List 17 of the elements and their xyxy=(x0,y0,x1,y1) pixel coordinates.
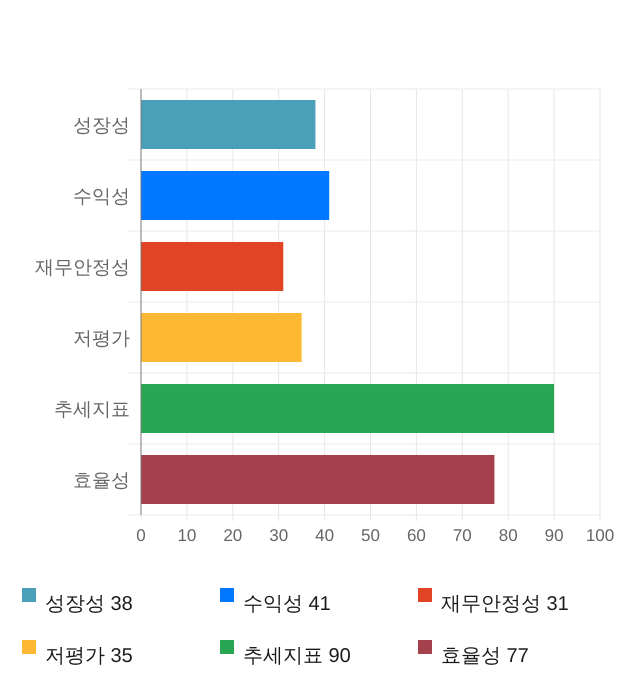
y-tick-label: 수익성 xyxy=(73,186,130,208)
x-tick-label: 100 xyxy=(586,526,614,545)
x-tick-label: 80 xyxy=(498,526,518,545)
x-tick-label: 50 xyxy=(361,526,380,545)
y-tick-label: 효율성 xyxy=(73,470,130,492)
x-tick-label: 0 xyxy=(136,526,146,545)
x-tick-label: 70 xyxy=(452,526,472,545)
y-tick-label: 저평가 xyxy=(73,328,130,350)
x-tick-label: 20 xyxy=(223,526,242,545)
x-tick-label: 90 xyxy=(544,526,564,545)
y-tick-label: 성장성 xyxy=(73,116,130,136)
x-tick-label: 40 xyxy=(315,526,334,545)
y-tick-label: 재무안정성 xyxy=(35,258,130,278)
x-tick-label: 60 xyxy=(406,526,426,545)
x-tick-label: 10 xyxy=(177,526,196,545)
x-tick-label: 30 xyxy=(269,526,288,545)
y-tick-label: 추세지표 xyxy=(54,400,130,420)
